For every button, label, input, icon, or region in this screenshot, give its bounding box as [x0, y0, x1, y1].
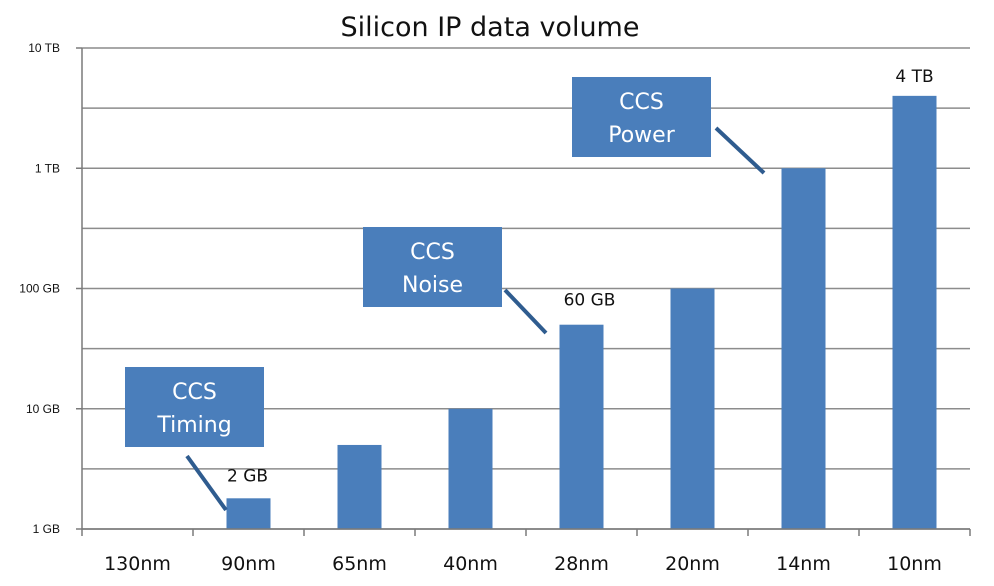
x-tick-label: 20nm — [665, 553, 720, 575]
y-tick-label: 10 TB — [28, 41, 60, 55]
callout-ccs-power: CCS Power — [572, 77, 766, 175]
x-tick-label: 90nm — [221, 553, 276, 575]
bar-10nm — [892, 95, 937, 529]
data-label: 4 TB — [895, 67, 933, 87]
callout-ccs-noise: CCS Noise — [363, 227, 548, 335]
data-label: 2 GB — [227, 466, 268, 486]
callout-box — [572, 77, 711, 157]
callout-leader-line — [714, 126, 766, 175]
y-tick-label: 100 GB — [19, 282, 60, 296]
gridlines — [82, 47, 970, 530]
y-tick-label: 10 GB — [26, 402, 60, 416]
callout-leader-line — [503, 288, 548, 335]
callout-text: CCS — [172, 380, 217, 405]
x-tick-label: 14nm — [776, 553, 831, 575]
callout-text: CCS — [410, 240, 455, 265]
chart-title: Silicon IP data volume — [341, 12, 640, 43]
callout-box — [125, 367, 264, 447]
data-label: 60 GB — [564, 291, 616, 311]
x-tick-label: 10nm — [887, 553, 942, 575]
bar-65nm — [337, 444, 382, 529]
bars — [226, 95, 937, 529]
axes — [76, 47, 971, 536]
bar-90nm — [226, 498, 271, 529]
x-tick-label: 130nm — [104, 553, 171, 575]
callout-text: Noise — [402, 273, 463, 298]
callout-box — [363, 227, 502, 307]
y-tick-label: 1 TB — [35, 161, 60, 175]
y-tick-label: 1 GB — [33, 522, 60, 536]
callout-text: CCS — [619, 90, 664, 115]
bar-20nm — [670, 288, 715, 529]
x-tick-label: 65nm — [332, 553, 387, 575]
data-labels: 2 GB 60 GB 4 TB — [227, 67, 934, 486]
x-tick-label: 28nm — [554, 553, 609, 575]
x-tick-labels: 130nm 90nm 65nm 40nm 28nm 20nm 14nm 10nm — [104, 553, 942, 575]
bar-14nm — [781, 168, 826, 529]
callout-text: Timing — [156, 413, 231, 438]
callouts: CCS Timing CCS Noise CCS Power — [125, 77, 766, 512]
callout-leader-line — [185, 454, 228, 512]
callout-ccs-timing: CCS Timing — [125, 367, 264, 512]
bar-40nm — [448, 408, 493, 529]
x-tick-label: 40nm — [443, 553, 498, 575]
y-tick-labels: 1 GB 10 GB 100 GB 1 TB 10 TB — [19, 41, 60, 536]
callout-text: Power — [608, 123, 675, 148]
bar-28nm — [559, 324, 604, 529]
